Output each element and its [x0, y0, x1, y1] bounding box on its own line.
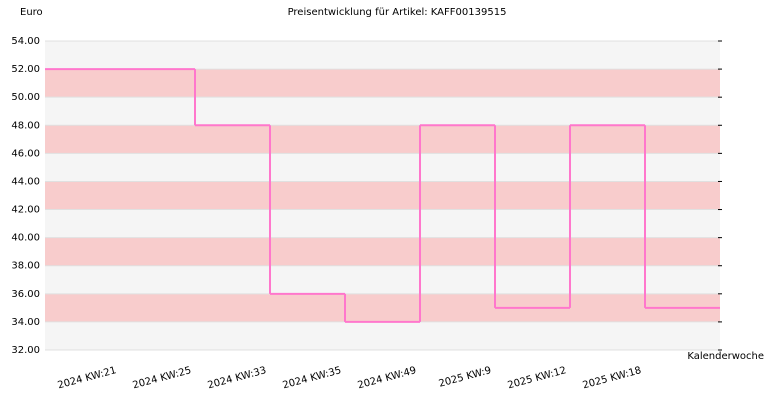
y-tick-label: 52.00	[11, 64, 40, 75]
y-axis-label: Euro	[20, 7, 43, 18]
y-tick-label: 38.00	[11, 261, 40, 272]
x-tick-label: 2025 KW:18	[582, 365, 643, 391]
y-tick-label: 32.00	[11, 345, 40, 356]
y-tick-label: 44.00	[11, 176, 40, 187]
y-tick-label: 50.00	[11, 92, 40, 103]
chart-title: Preisentwicklung für Artikel: KAFF001395…	[288, 7, 507, 18]
x-axis-label: Kalenderwoche	[687, 351, 764, 362]
y-tick-label: 46.00	[11, 148, 40, 159]
y-tick-label: 40.00	[11, 233, 40, 244]
x-tick-label: 2024 KW:33	[207, 365, 268, 391]
band	[45, 293, 720, 322]
band	[45, 69, 720, 98]
band	[45, 237, 720, 266]
y-tick-label: 42.00	[11, 205, 40, 216]
y-tick-label: 48.00	[11, 120, 40, 131]
band	[45, 125, 720, 154]
x-tick-label: 2024 KW:21	[57, 365, 118, 391]
x-tick-label: 2024 KW:25	[132, 365, 193, 391]
y-tick-label: 36.00	[11, 289, 40, 300]
x-tick-label: 2024 KW:35	[282, 365, 343, 391]
band	[45, 181, 720, 210]
x-tick-label: 2024 KW:49	[357, 365, 418, 391]
y-tick-label: 54.00	[11, 36, 40, 47]
x-tick-label: 2025 KW:12	[507, 365, 568, 391]
x-tick-label: 2025 KW:9	[438, 365, 493, 390]
y-tick-label: 34.00	[11, 317, 40, 328]
